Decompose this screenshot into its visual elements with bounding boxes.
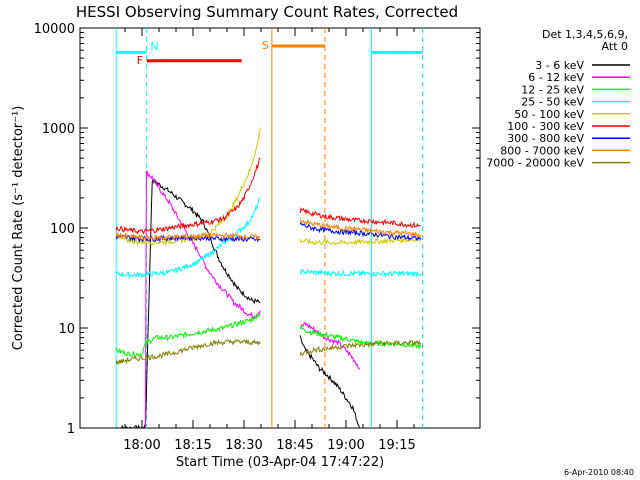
vertical-marker-label: N bbox=[150, 40, 158, 53]
x-tick-label: 18:00 bbox=[123, 438, 160, 453]
y-tick-label: 10000 bbox=[34, 22, 75, 37]
vertical-markers: N bbox=[115, 28, 423, 428]
legend-entry-label: 3 - 6 keV bbox=[535, 59, 584, 72]
y-tick-label: 1 bbox=[67, 422, 75, 437]
legend-entry-label: 6 - 12 keV bbox=[528, 71, 584, 84]
series-line bbox=[115, 338, 261, 366]
flag-bar-label: F bbox=[137, 54, 143, 67]
legend-header-line-2: Att 0 bbox=[602, 40, 628, 53]
y-axis: 1 10 100 1000 10000 bbox=[34, 22, 480, 437]
series-lines bbox=[115, 127, 422, 429]
series-line bbox=[299, 218, 422, 239]
x-tick-label: 19:15 bbox=[378, 438, 415, 453]
series-line bbox=[115, 127, 261, 246]
x-axis: 18:00 18:15 18:30 18:45 19:00 19:15 bbox=[123, 28, 416, 453]
y-tick-label: 100 bbox=[50, 222, 75, 237]
legend-entry-label: 7000 - 20000 keV bbox=[486, 157, 584, 170]
series-line bbox=[144, 170, 261, 429]
y-axis-label: Corrected Count Rate (s⁻¹ detector⁻¹) bbox=[11, 106, 26, 351]
legend-header-line-1: Det 1,3,4,5,6,9, bbox=[542, 28, 628, 41]
series-line bbox=[299, 222, 422, 242]
series-line bbox=[115, 313, 261, 358]
series-line bbox=[299, 207, 421, 228]
series-line bbox=[299, 324, 422, 349]
legend-entry-label: 300 - 800 keV bbox=[507, 132, 584, 145]
x-tick-label: 19:00 bbox=[327, 438, 364, 453]
series-line bbox=[299, 321, 361, 371]
x-tick-label: 18:45 bbox=[276, 438, 313, 453]
generated-timestamp: 6-Apr-2010 08:40 bbox=[564, 468, 634, 477]
flag-bars: FS bbox=[116, 39, 423, 67]
legend-entry-label: 25 - 50 keV bbox=[521, 96, 584, 109]
y-tick-label: 1000 bbox=[42, 122, 75, 137]
legend-entry-label: 100 - 300 keV bbox=[507, 120, 584, 133]
x-axis-label: Start Time (03-Apr-04 17:47:22) bbox=[176, 455, 384, 470]
legend-entry-label: 12 - 25 keV bbox=[521, 83, 584, 96]
x-tick-label: 18:30 bbox=[225, 438, 262, 453]
series-line bbox=[116, 178, 261, 429]
flag-bar-label: S bbox=[262, 39, 269, 52]
x-tick-label: 18:15 bbox=[174, 438, 211, 453]
series-line bbox=[299, 335, 361, 429]
legend-entry-label: 50 - 100 keV bbox=[514, 108, 584, 121]
series-line bbox=[299, 236, 422, 246]
legend-entry-label: 800 - 7000 keV bbox=[500, 144, 584, 157]
plot-frame bbox=[79, 27, 481, 429]
chart-title: HESSI Observing Summary Count Rates, Cor… bbox=[76, 3, 458, 21]
series-line bbox=[299, 339, 422, 357]
series-line bbox=[115, 231, 261, 242]
y-tick-label: 10 bbox=[58, 322, 75, 337]
series-line bbox=[299, 268, 422, 278]
series-line bbox=[115, 157, 261, 235]
